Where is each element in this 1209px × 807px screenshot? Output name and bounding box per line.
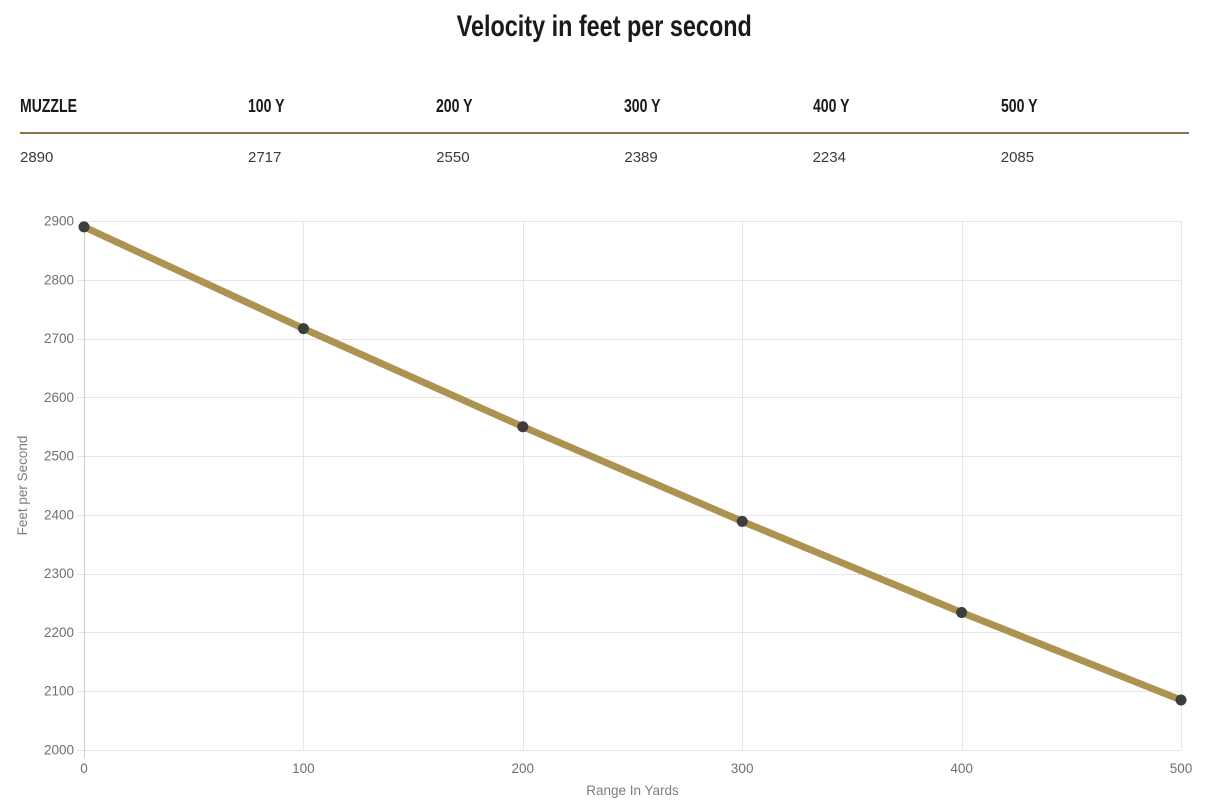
table-header-cell: 400 Y: [812, 88, 1001, 134]
velocity-line: [80, 223, 1185, 704]
y-tick-label: 2600: [44, 390, 74, 405]
x-tick-label: 0: [80, 761, 88, 776]
data-point[interactable]: [297, 323, 309, 335]
table-value-cell: 2890: [20, 149, 54, 166]
y-axis-title: Feet per Second: [15, 436, 30, 536]
table-value-cell: 2234: [812, 149, 846, 166]
data-point[interactable]: [736, 515, 748, 527]
data-point[interactable]: [1175, 694, 1187, 706]
table-header-label: MUZZLE: [20, 96, 77, 116]
table-header-cell: MUZZLE: [20, 88, 248, 134]
x-tick-label: 300: [731, 761, 754, 776]
y-tick-label: 2200: [44, 625, 74, 640]
table-header-cell: 200 Y: [436, 88, 625, 134]
x-tick-label: 100: [292, 761, 315, 776]
table-value-cell: 2389: [624, 149, 658, 166]
x-tick-label: 200: [512, 761, 535, 776]
velocity-chart: 2000 2100 2200 2300 2400 2500 2600 2700 2800 2900…: [0, 185, 1209, 807]
line-chart-svg: 2000210022002300240025002600270028002900…: [15, 214, 1193, 799]
table-header-label: 300 Y: [624, 96, 661, 116]
data-point[interactable]: [78, 221, 90, 233]
table-value-cell: 2550: [436, 149, 470, 166]
data-point[interactable]: [956, 606, 968, 618]
table-value-row: 2890 2717 2550 2389 2234 2085: [20, 133, 1189, 166]
table-value-cell: 2717: [248, 149, 282, 166]
x-tick-label: 500: [1170, 761, 1193, 776]
data-point[interactable]: [517, 421, 529, 433]
page-title: Velocity in feet per second: [0, 8, 1209, 46]
y-tick-label: 2800: [44, 272, 74, 287]
table-header-cell: 100 Y: [248, 88, 437, 134]
table-header-label: 200 Y: [436, 96, 473, 116]
y-tick-label: 2900: [44, 214, 74, 229]
table-header-label: 400 Y: [812, 96, 850, 116]
table-header-row: MUZZLE 100 Y 200 Y 300 Y 400 Y 500 Y: [20, 88, 1189, 134]
x-tick-label: 400: [950, 761, 973, 776]
velocity-table: MUZZLE 100 Y 200 Y 300 Y 400 Y 500 Y 289…: [20, 88, 1189, 166]
table-value-cell: 2085: [1000, 149, 1035, 166]
table-header-label: 100 Y: [248, 96, 285, 116]
table-header-cell: 500 Y: [1000, 88, 1189, 134]
y-tick-label: 2300: [44, 566, 74, 581]
table-header-cell: 300 Y: [624, 88, 813, 134]
y-tick-label: 2700: [44, 331, 74, 346]
y-tick-label: 2500: [44, 449, 74, 464]
page-title-text: Velocity in feet per second: [456, 10, 753, 43]
y-tick-label: 2400: [44, 507, 74, 522]
y-tick-label: 2000: [44, 743, 74, 758]
x-axis-title: Range In Yards: [586, 783, 679, 798]
table-header-label: 500 Y: [1000, 96, 1038, 116]
y-tick-label: 2100: [44, 684, 74, 699]
